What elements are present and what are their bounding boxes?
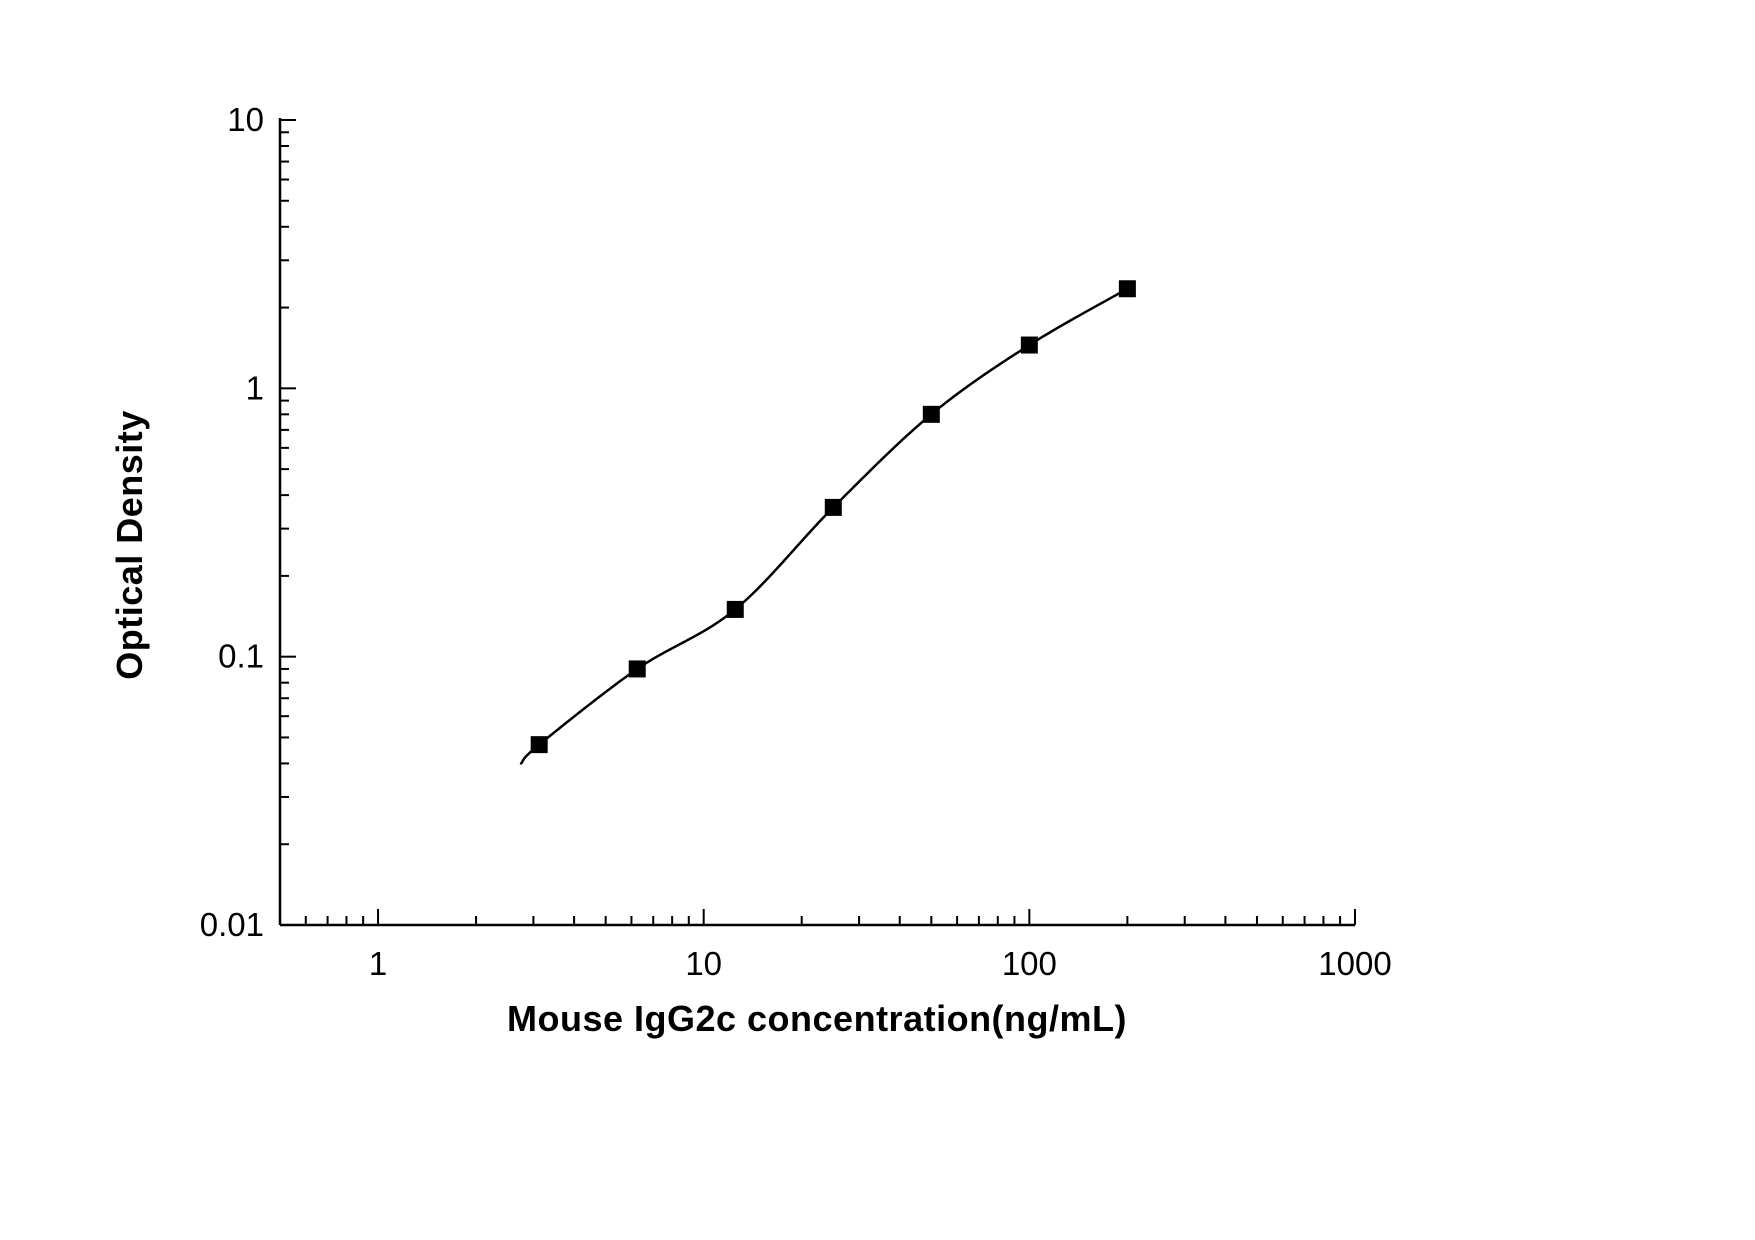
fit-curve-path <box>519 287 1129 765</box>
svg-text:10: 10 <box>685 945 722 982</box>
tick-labels: 1 10 100 1000 0.01 0.1 1 10 <box>200 101 1392 982</box>
x-axis-label: Mouse IgG2c concentration(ng/mL) <box>506 998 1128 1039</box>
svg-text:10: 10 <box>227 101 264 138</box>
data-point-marker <box>922 405 940 423</box>
axes <box>278 118 1355 927</box>
y-axis-label: Optical Density <box>109 410 150 680</box>
fit-curve <box>519 287 1129 765</box>
svg-text:0.1: 0.1 <box>218 638 264 675</box>
data-point-marker <box>824 498 842 516</box>
data-point-marker <box>1118 280 1136 298</box>
data-point-marker <box>530 736 548 754</box>
data-point-marker <box>726 600 744 618</box>
data-points <box>530 280 1136 754</box>
svg-text:1: 1 <box>369 945 387 982</box>
tick-marks <box>279 119 1356 926</box>
svg-text:0.01: 0.01 <box>200 906 264 943</box>
svg-text:1: 1 <box>246 369 264 406</box>
svg-text:1000: 1000 <box>1318 945 1391 982</box>
data-point-marker <box>1020 336 1038 354</box>
data-point-marker <box>628 660 646 678</box>
svg-text:100: 100 <box>1002 945 1057 982</box>
